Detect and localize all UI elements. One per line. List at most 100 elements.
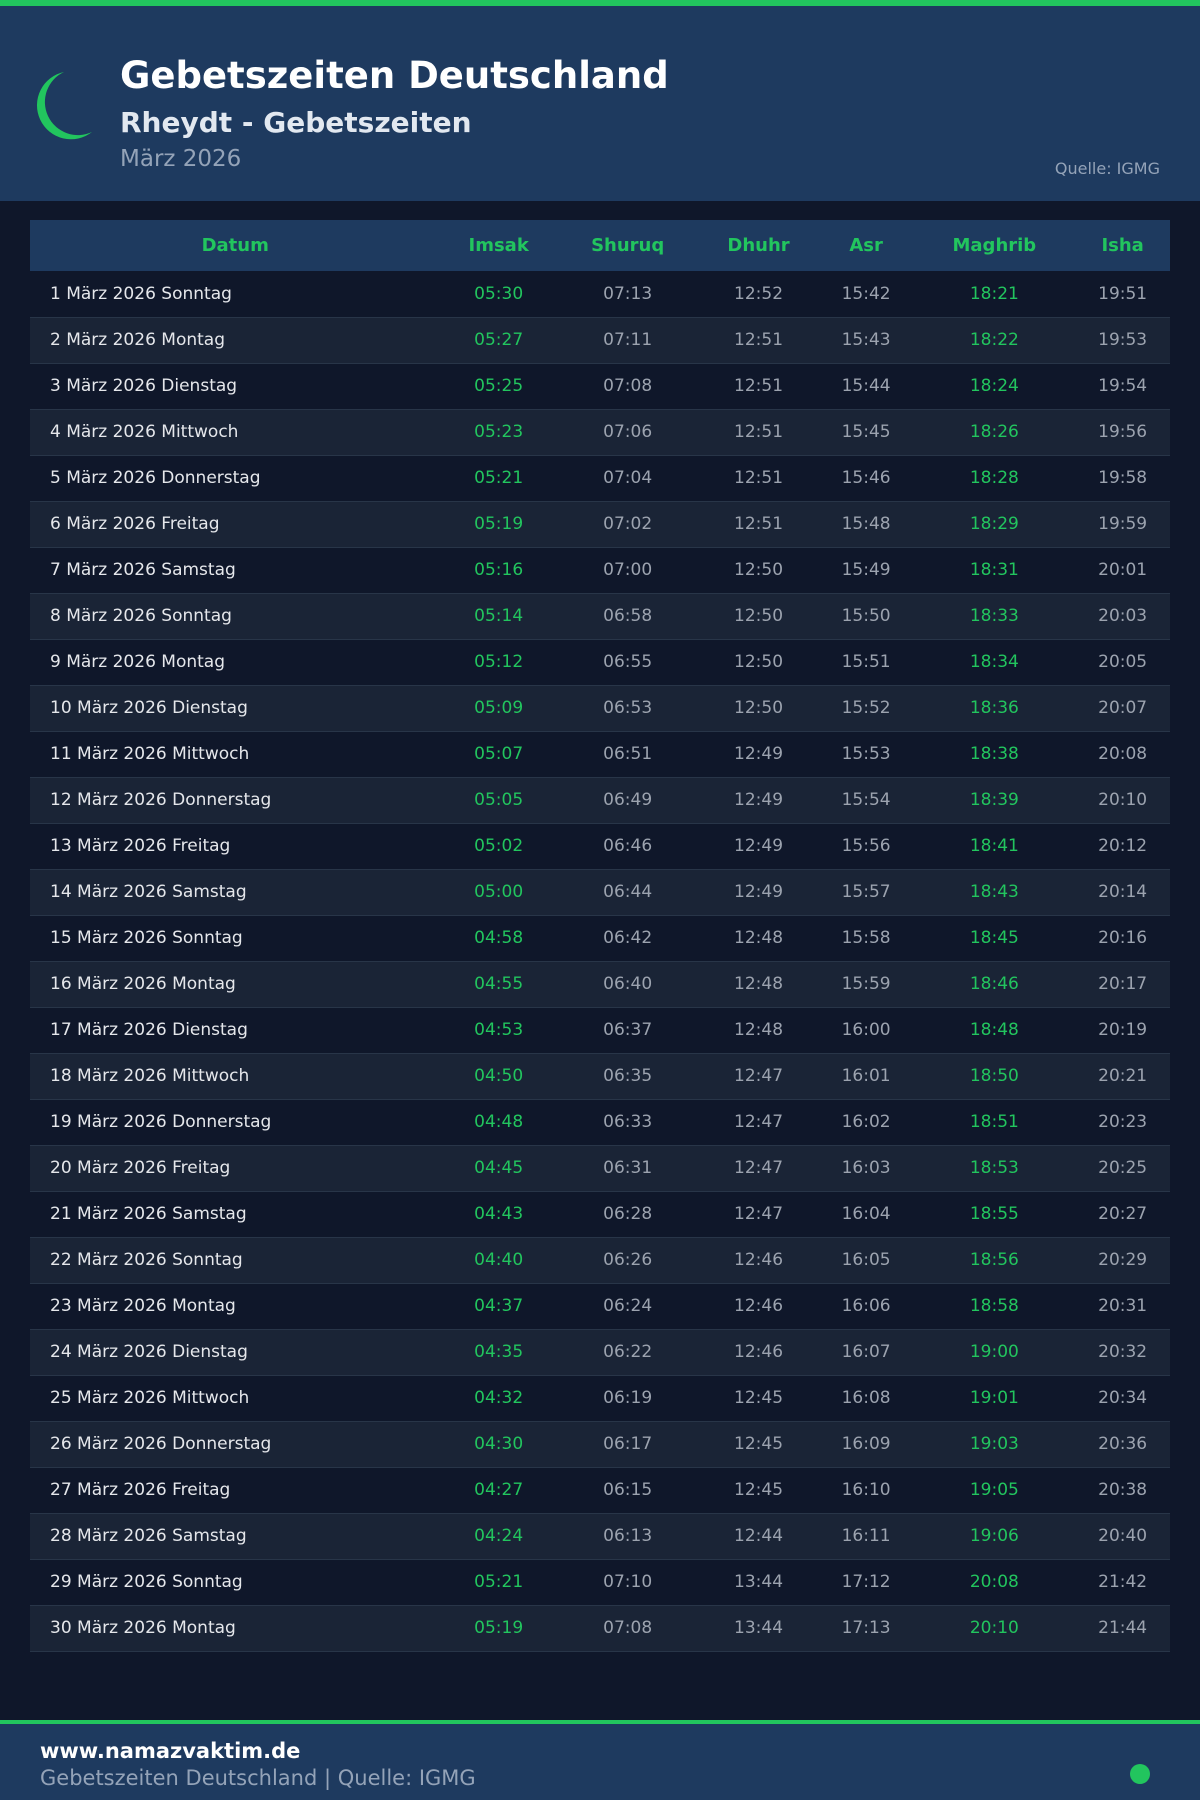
time-cell-dhuhr: 12:51: [698, 317, 819, 364]
date-cell: 23 März 2026 Montag: [30, 1283, 441, 1330]
time-cell-shuruq: 07:06: [556, 409, 699, 456]
crescent-moon-icon: [36, 72, 92, 140]
time-cell-maghrib: 18:48: [913, 1007, 1076, 1054]
time-cell-shuruq: 07:10: [556, 1559, 699, 1606]
time-cell-asr: 16:02: [818, 1099, 914, 1146]
date-cell: 9 März 2026 Montag: [30, 639, 441, 686]
time-cell-maghrib: 19:03: [913, 1421, 1076, 1468]
time-cell-isha: 20:08: [1075, 731, 1170, 778]
table-header-row: Datum Imsak Shuruq Dhuhr Asr Maghrib Isha: [30, 220, 1170, 271]
table-row: 13 März 2026 Freitag 05:02 06:46 12:49 15:56…: [30, 823, 1170, 870]
table-row: 18 März 2026 Mittwoch 04:50 06:35 12:47 16:0…: [30, 1053, 1170, 1100]
date-cell: 28 März 2026 Samstag: [30, 1513, 441, 1560]
time-cell-dhuhr: 12:49: [698, 777, 819, 824]
time-cell-dhuhr: 12:45: [698, 1421, 819, 1468]
time-cell-maghrib: 18:50: [913, 1053, 1076, 1100]
date-cell: 14 März 2026 Samstag: [30, 869, 441, 916]
time-cell-asr: 16:09: [818, 1421, 914, 1468]
table-row: 16 März 2026 Montag 04:55 06:40 12:48 15:59 1…: [30, 961, 1170, 1008]
date-cell: 17 März 2026 Dienstag: [30, 1007, 441, 1054]
footer-text: Gebetszeiten Deutschland | Quelle: IGMG: [40, 1766, 476, 1790]
time-cell-isha: 19:54: [1075, 363, 1170, 410]
time-cell-imsak: 05:09: [440, 685, 557, 732]
table-row: 15 März 2026 Sonntag 04:58 06:42 12:48 15:58…: [30, 915, 1170, 962]
time-cell-imsak: 05:16: [440, 547, 557, 594]
time-cell-asr: 15:44: [818, 363, 914, 410]
date-cell: 16 März 2026 Montag: [30, 961, 441, 1008]
time-cell-maghrib: 18:53: [913, 1145, 1076, 1192]
time-cell-dhuhr: 12:51: [698, 363, 819, 410]
time-cell-maghrib: 18:29: [913, 501, 1076, 548]
footer-site-link[interactable]: www.namazvaktim.de: [40, 1739, 301, 1763]
time-cell-dhuhr: 12:46: [698, 1329, 819, 1376]
time-cell-asr: 15:59: [818, 961, 914, 1008]
time-cell-isha: 20:19: [1075, 1007, 1170, 1054]
time-cell-imsak: 05:02: [440, 823, 557, 870]
time-cell-isha: 20:40: [1075, 1513, 1170, 1560]
time-cell-isha: 20:31: [1075, 1283, 1170, 1330]
time-cell-isha: 19:59: [1075, 501, 1170, 548]
time-cell-shuruq: 06:17: [556, 1421, 699, 1468]
time-cell-asr: 16:01: [818, 1053, 914, 1100]
time-cell-asr: 16:07: [818, 1329, 914, 1376]
time-cell-asr: 15:56: [818, 823, 914, 870]
table-row: 9 März 2026 Montag 05:12 06:55 12:50 15:51 18…: [30, 639, 1170, 686]
table-row: 11 März 2026 Mittwoch 05:07 06:51 12:49 15:5…: [30, 731, 1170, 778]
time-cell-imsak: 04:58: [440, 915, 557, 962]
date-cell: 19 März 2026 Donnerstag: [30, 1099, 441, 1146]
column-header-dhuhr: Dhuhr: [698, 220, 819, 271]
time-cell-imsak: 05:07: [440, 731, 557, 778]
table-row: 22 März 2026 Sonntag 04:40 06:26 12:46 16:05…: [30, 1237, 1170, 1284]
time-cell-isha: 19:53: [1075, 317, 1170, 364]
time-cell-maghrib: 18:36: [913, 685, 1076, 732]
time-cell-imsak: 04:35: [440, 1329, 557, 1376]
time-cell-dhuhr: 12:49: [698, 869, 819, 916]
time-cell-isha: 20:29: [1075, 1237, 1170, 1284]
date-cell: 21 März 2026 Samstag: [30, 1191, 441, 1238]
table-row: 25 März 2026 Mittwoch 04:32 06:19 12:45 16:0…: [30, 1375, 1170, 1422]
time-cell-asr: 15:48: [818, 501, 914, 548]
column-header-isha: Isha: [1075, 220, 1170, 271]
page-footer: www.namazvaktim.de Gebetszeiten Deutschl…: [0, 1724, 1200, 1800]
date-cell: 3 März 2026 Dienstag: [30, 363, 441, 410]
page-subtitle: Rheydt - Gebetszeiten: [120, 106, 472, 139]
column-header-maghrib: Maghrib: [913, 220, 1076, 271]
time-cell-asr: 15:42: [818, 271, 914, 318]
time-cell-imsak: 05:30: [440, 271, 557, 318]
time-cell-imsak: 04:48: [440, 1099, 557, 1146]
time-cell-dhuhr: 12:49: [698, 731, 819, 778]
time-cell-maghrib: 18:45: [913, 915, 1076, 962]
time-cell-dhuhr: 13:44: [698, 1559, 819, 1606]
top-accent-bar: [0, 0, 1200, 6]
date-cell: 30 März 2026 Montag: [30, 1605, 441, 1652]
time-cell-isha: 20:32: [1075, 1329, 1170, 1376]
prayer-times-table: Datum Imsak Shuruq Dhuhr Asr Maghrib Isha 1 Mä…: [30, 220, 1170, 1652]
time-cell-isha: 19:56: [1075, 409, 1170, 456]
time-cell-shuruq: 06:13: [556, 1513, 699, 1560]
time-cell-asr: 16:04: [818, 1191, 914, 1238]
time-cell-isha: 20:16: [1075, 915, 1170, 962]
time-cell-asr: 15:46: [818, 455, 914, 502]
date-cell: 25 März 2026 Mittwoch: [30, 1375, 441, 1422]
time-cell-shuruq: 06:28: [556, 1191, 699, 1238]
time-cell-isha: 20:07: [1075, 685, 1170, 732]
time-cell-dhuhr: 12:47: [698, 1145, 819, 1192]
time-cell-asr: 15:58: [818, 915, 914, 962]
time-cell-dhuhr: 12:45: [698, 1375, 819, 1422]
date-cell: 29 März 2026 Sonntag: [30, 1559, 441, 1606]
date-cell: 10 März 2026 Dienstag: [30, 685, 441, 732]
time-cell-shuruq: 06:42: [556, 915, 699, 962]
time-cell-shuruq: 06:26: [556, 1237, 699, 1284]
time-cell-isha: 20:36: [1075, 1421, 1170, 1468]
time-cell-imsak: 04:55: [440, 961, 557, 1008]
time-cell-dhuhr: 12:48: [698, 961, 819, 1008]
time-cell-dhuhr: 12:50: [698, 547, 819, 594]
column-header-shuruq: Shuruq: [556, 220, 699, 271]
time-cell-shuruq: 06:37: [556, 1007, 699, 1054]
time-cell-maghrib: 18:39: [913, 777, 1076, 824]
table-row: 17 März 2026 Dienstag 04:53 06:37 12:48 16:0…: [30, 1007, 1170, 1054]
time-cell-asr: 17:13: [818, 1605, 914, 1652]
time-cell-asr: 16:00: [818, 1007, 914, 1054]
time-cell-isha: 20:17: [1075, 961, 1170, 1008]
time-cell-maghrib: 18:58: [913, 1283, 1076, 1330]
